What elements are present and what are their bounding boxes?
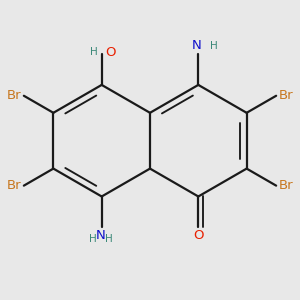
Text: Br: Br [7, 89, 22, 102]
Text: Br: Br [278, 179, 293, 192]
Text: Br: Br [7, 179, 22, 192]
Text: Br: Br [278, 89, 293, 102]
Text: O: O [106, 46, 116, 59]
Text: N: N [192, 39, 202, 52]
Text: O: O [193, 229, 204, 242]
Text: H: H [88, 235, 96, 244]
Text: H: H [90, 47, 98, 57]
Text: N: N [95, 229, 105, 242]
Text: H: H [105, 235, 112, 244]
Text: H: H [210, 41, 218, 51]
